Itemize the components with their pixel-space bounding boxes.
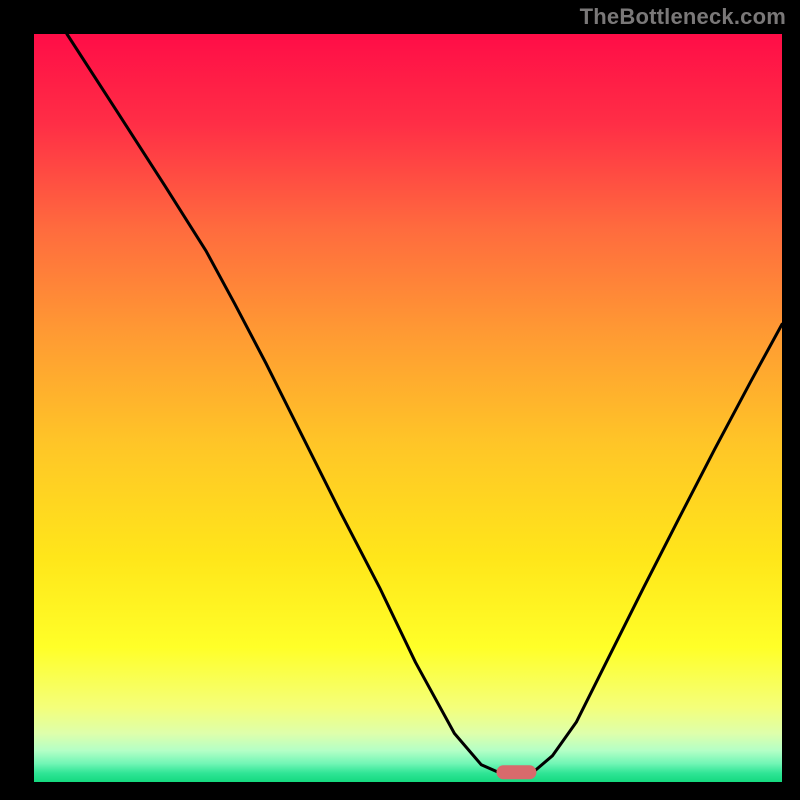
watermark-text: TheBottleneck.com [580,4,786,30]
plot-background [34,34,782,782]
bottleneck-chart [0,0,800,800]
optimal-marker [496,765,536,779]
